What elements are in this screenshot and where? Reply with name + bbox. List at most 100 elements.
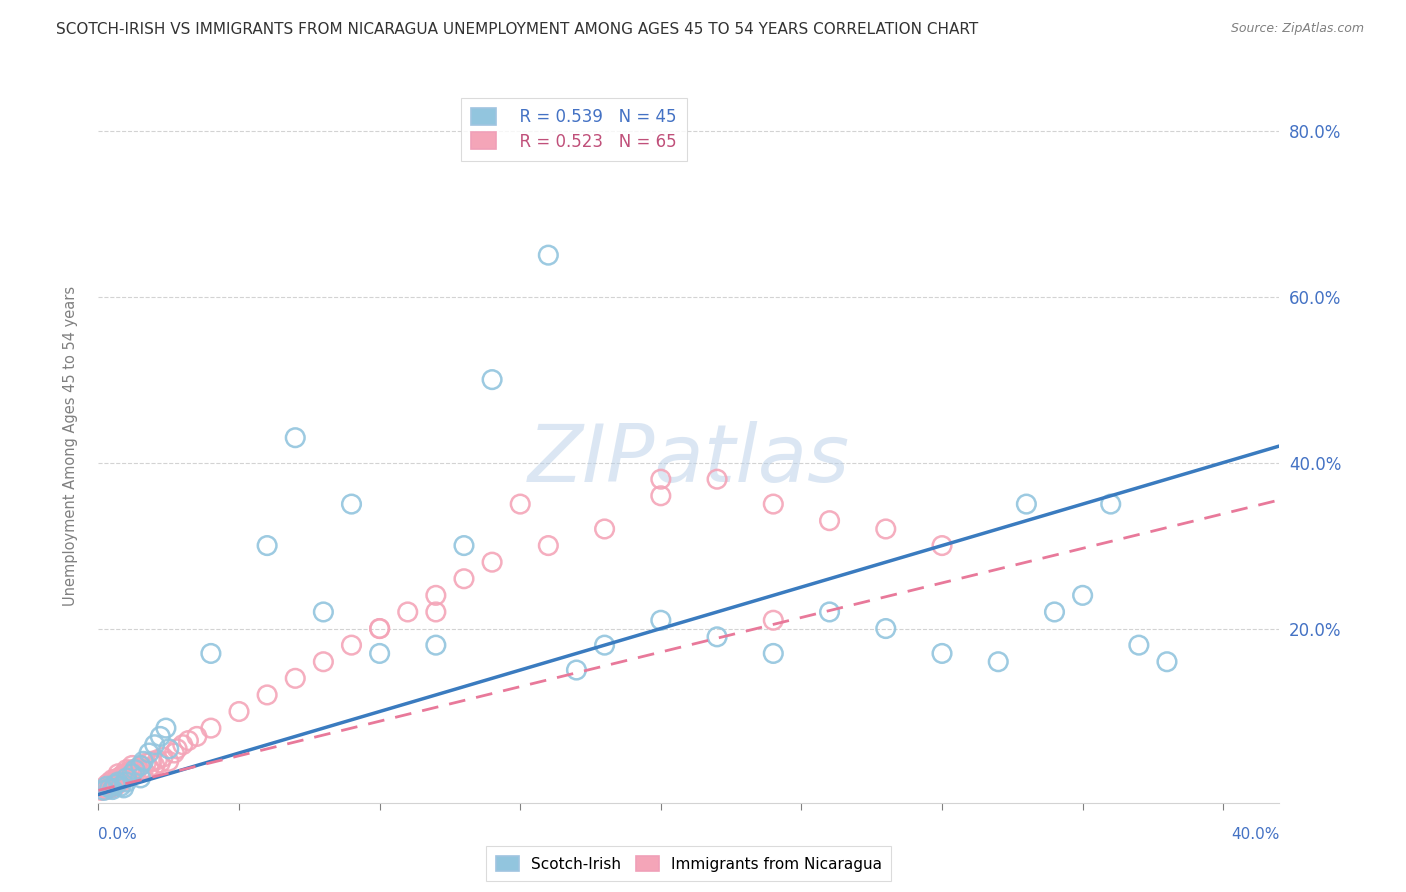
Point [200, 647, 222, 661]
Point [312, 605, 335, 619]
Point [124, 766, 146, 780]
Point [340, 497, 363, 511]
Point [706, 630, 728, 644]
Point [650, 472, 672, 486]
Point [121, 763, 143, 777]
Point [143, 738, 166, 752]
Text: SCOTCH-IRISH VS IMMIGRANTS FROM NICARAGUA UNEMPLOYMENT AMONG AGES 45 TO 54 YEARS: SCOTCH-IRISH VS IMMIGRANTS FROM NICARAGU… [56, 22, 979, 37]
Point [200, 721, 222, 735]
Point [96, 779, 118, 793]
Point [155, 721, 177, 735]
Point [135, 756, 157, 770]
Point [118, 764, 141, 779]
Point [931, 539, 953, 553]
Point [340, 638, 363, 652]
Point [368, 622, 391, 636]
Point [107, 766, 129, 780]
Point [284, 431, 307, 445]
Point [107, 775, 129, 789]
Point [172, 738, 194, 752]
Text: 0.0%: 0.0% [98, 827, 138, 841]
Point [650, 613, 672, 627]
Point [98, 780, 121, 795]
Text: Source: ZipAtlas.com: Source: ZipAtlas.com [1230, 22, 1364, 36]
Point [818, 514, 841, 528]
Point [115, 771, 138, 785]
Point [706, 472, 728, 486]
Point [129, 764, 152, 779]
Point [121, 758, 143, 772]
Point [112, 766, 135, 780]
Point [115, 771, 138, 785]
Point [593, 522, 616, 536]
Point [1128, 638, 1150, 652]
Point [396, 605, 419, 619]
Point [425, 638, 447, 652]
Legend: Scotch-Irish, Immigrants from Nicaragua: Scotch-Irish, Immigrants from Nicaragua [486, 847, 891, 880]
Point [121, 766, 143, 780]
Point [107, 771, 129, 785]
Point [101, 778, 124, 792]
Point [149, 730, 172, 744]
Point [138, 761, 160, 775]
Point [112, 780, 135, 795]
Point [93, 783, 115, 797]
Point [987, 655, 1010, 669]
Point [104, 779, 127, 793]
Point [453, 539, 475, 553]
Point [166, 742, 188, 756]
Point [818, 605, 841, 619]
Point [186, 730, 208, 744]
Point [124, 763, 146, 777]
Point [149, 756, 172, 770]
Point [98, 775, 121, 789]
Point [425, 588, 447, 602]
Point [509, 497, 531, 511]
Point [1071, 588, 1094, 602]
Point [481, 373, 503, 387]
Point [368, 647, 391, 661]
Point [104, 778, 127, 792]
Point [228, 705, 250, 719]
Point [425, 605, 447, 619]
Point [98, 779, 121, 793]
Point [115, 775, 138, 789]
Point [129, 758, 152, 772]
Point [650, 489, 672, 503]
Point [96, 778, 118, 792]
Point [537, 539, 560, 553]
Point [453, 572, 475, 586]
Point [93, 780, 115, 795]
Point [129, 758, 152, 772]
Point [1015, 497, 1038, 511]
Point [110, 779, 132, 793]
Point [163, 746, 186, 760]
Point [115, 766, 138, 780]
Point [101, 782, 124, 797]
Point [157, 754, 180, 768]
Point [537, 248, 560, 262]
Point [1156, 655, 1178, 669]
Point [110, 775, 132, 789]
Point [256, 688, 278, 702]
Point [284, 671, 307, 685]
Point [104, 775, 127, 789]
Point [129, 771, 152, 785]
Point [312, 655, 335, 669]
Point [146, 753, 169, 767]
Point [875, 522, 897, 536]
Point [101, 772, 124, 787]
Point [931, 647, 953, 661]
Point [177, 733, 200, 747]
Point [1099, 497, 1122, 511]
Point [368, 622, 391, 636]
Point [110, 769, 132, 783]
Text: 40.0%: 40.0% [1232, 827, 1279, 841]
Point [875, 622, 897, 636]
Point [143, 758, 166, 772]
Point [256, 539, 278, 553]
Point [1043, 605, 1066, 619]
Point [762, 613, 785, 627]
Point [141, 754, 163, 768]
Point [90, 783, 112, 797]
